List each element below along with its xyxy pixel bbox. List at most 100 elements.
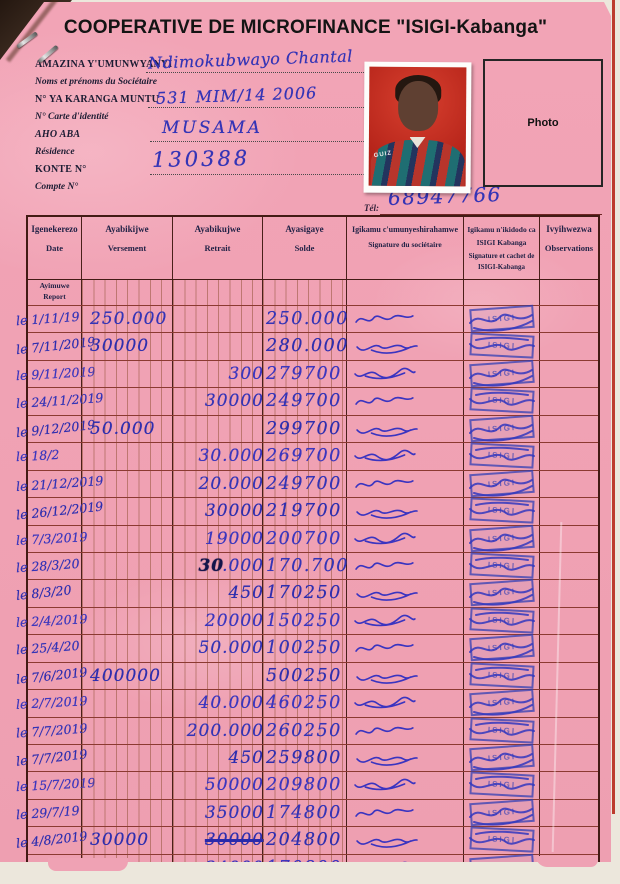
cashier-signature-icon [469,697,533,716]
field-label-aho-aba: AHO ABA [35,129,81,140]
cell-retrait: 450 [173,745,264,772]
date-value: le 7/6/2019 [15,663,89,687]
date-value: le 29/7/19 [15,802,80,823]
retrait-value: 30 [198,555,225,576]
transactions-table: Igenekerezo Date Ayabikijwe Versement Ay… [15,215,600,873]
cell-signature [347,854,464,862]
cell-versement [82,635,173,662]
solde-value: 260250 [266,720,342,741]
field-label-compte: Compte N° [35,182,79,192]
cell-solde: 150250 [263,607,347,635]
cashier-signature-icon [469,392,535,406]
tel-underline [380,214,602,215]
cell-retrait: 50000 [173,772,263,799]
cell-retrait: 30.000 [173,443,263,470]
cell-solde: 170250 [263,580,347,607]
cell-versement [82,443,173,470]
field-label-konte: KONTE N° [35,164,87,175]
retrait-value: 300 [228,363,264,384]
cell-retrait: 19000 [173,525,263,552]
member-signature-icon [355,808,414,817]
report-row: Ayimuwe Report [28,280,598,306]
cell-observations [540,333,598,359]
cell-stamp: ISIGI [464,634,540,662]
retrait-value: 20.000 [198,473,264,494]
versement-value: 30000 [90,830,150,851]
cell-solde: 500250 [263,662,347,690]
cashier-signature-icon [469,313,533,332]
cell-date: le 24/11/2019 [16,388,104,415]
cell-stamp: ISIGI [464,579,540,607]
date-value: le 2/7/2019 [15,693,88,712]
member-signature-icon [354,696,416,709]
table-row: le 18/2 30.000 269700 ISIGI [16,442,598,471]
table-row: le 26/12/2019 30000 219700 ISIGI [15,497,598,526]
cell-signature [347,635,464,662]
cell-retrait: 450 [173,580,263,607]
cell-observations [540,471,598,497]
cell-solde: 279700 [263,360,347,388]
cell-observations [540,800,598,826]
member-signature-icon [356,427,418,437]
table-row: le 7/7/2019 450 259800 ISIGI [15,743,598,773]
cell-stamp: ISIGI [464,771,540,799]
date-value: le 18/2 [15,447,60,465]
cell-signature [347,745,464,772]
cell-stamp: ISIGI [464,524,540,552]
table-row: le 7/6/2019 400000 500250 ISIGI [15,662,598,691]
cell-solde: 299700 [263,415,347,443]
cell-observations [540,553,598,579]
column-header-solde: Ayasigaye Solde [263,217,347,279]
cell-versement: 250.000 [82,306,173,333]
cell-solde: 170800 [263,854,347,862]
residence-value: MUSAMA [162,118,263,138]
retrait-value: 450 [228,748,264,768]
residence-underline [150,141,368,142]
member-signature-icon [355,479,414,488]
cell-signature [347,388,464,415]
cell-date: le 21/12/2019 [16,470,104,498]
retrait-value: 40.000 [198,693,264,714]
solde-value: 299700 [266,418,342,439]
member-signature-icon [354,449,416,462]
cell-observations [540,827,598,853]
cell-retrait: 300 [173,360,264,388]
solde-value: 170.700 [266,555,349,576]
cashier-signature-icon [469,611,535,626]
cell-signature [347,799,464,827]
cell-observations [540,580,598,606]
date-value: le 1/11/19 [15,308,80,329]
cell-observations [540,416,598,442]
table-row: le 4/8/2019 30000 30000 204800 ISIGI [15,826,598,855]
cell-solde: 249700 [263,470,347,498]
membership-card: COOPERATIVE DE MICROFINANCE "ISIGI-Kaban… [0,2,611,862]
member-signature-icon [354,779,416,791]
cell-stamp: ISIGI [464,853,540,873]
cell-stamp: ISIGI [464,304,540,333]
cell-signature [347,360,464,388]
account-number-value: 130388 [151,146,251,172]
cell-solde: 219700 [263,498,347,525]
cell-observations [540,526,598,552]
cashier-signature-icon [469,776,535,791]
retrait-value: 50.000 [198,638,264,659]
table-row: le 7/7/2019 200.000 260250 ISIGI [16,716,598,745]
cell-signature [347,690,464,717]
cell-date: le 7/7/2019 [16,717,88,744]
cell-versement [82,498,173,525]
table-row: le 8/3/20 450 170250 ISIGI [15,579,598,608]
cell-observations [540,772,598,798]
cell-retrait: 200.000 [173,717,263,744]
date-value: le 7/3/2019 [15,528,88,548]
cell-stamp: ISIGI [464,552,540,580]
solde-value: 209800 [266,775,342,796]
cell-solde: 249700 [263,388,347,415]
cell-signature [347,415,464,443]
cell-solde: 174800 [263,799,347,827]
cashier-signature-icon [469,807,533,826]
member-signature-icon [354,614,416,627]
stamp-text: ISIGI [487,861,516,873]
cell-observations [540,690,598,716]
cashier-signature-icon [469,501,535,516]
cashier-signature-icon [469,642,533,661]
